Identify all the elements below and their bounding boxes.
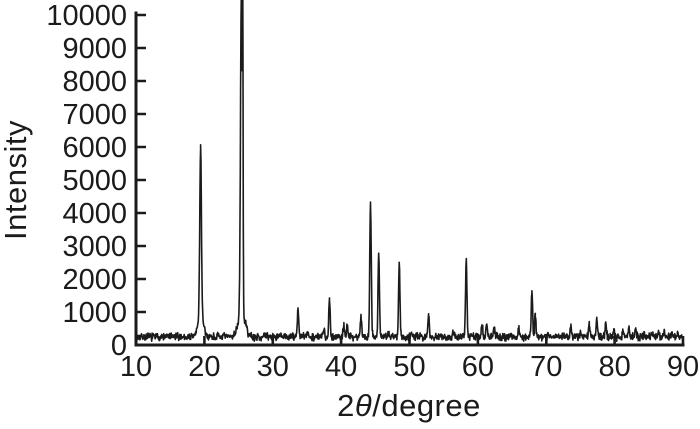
x-tick-label: 30 bbox=[257, 351, 289, 383]
x-axis-title: 2θ/degree bbox=[337, 388, 481, 424]
y-tick-label: 0 bbox=[111, 330, 127, 362]
x-tick-label: 70 bbox=[530, 351, 562, 383]
x-tick-label: 60 bbox=[462, 351, 494, 383]
x-tick-label: 40 bbox=[325, 351, 357, 383]
tick-label-layer: 10 20 30 40 50 60 70 80 90 0100020003000400050006… bbox=[46, 0, 699, 383]
axes-layer bbox=[134, 11, 685, 347]
xrd-trace bbox=[135, 0, 684, 343]
x-axis-title-suffix: /degree bbox=[372, 388, 481, 423]
x-tick-label: 10 bbox=[120, 351, 152, 383]
x-tick-label: 90 bbox=[667, 351, 699, 383]
y-tick-label: 10000 bbox=[46, 0, 127, 32]
y-tick-label: 9000 bbox=[62, 33, 127, 65]
x-tick-label: 20 bbox=[188, 351, 220, 383]
y-tick-label: 3000 bbox=[62, 231, 127, 263]
theta-symbol: θ bbox=[354, 388, 373, 423]
axis-ticks bbox=[134, 13, 685, 347]
x-axis-title-prefix: 2 bbox=[337, 388, 355, 423]
y-tick-label: 5000 bbox=[62, 165, 127, 197]
y-axis-title: Intensity bbox=[0, 120, 34, 240]
y-tick-label: 4000 bbox=[62, 198, 127, 230]
x-tick-label: 50 bbox=[393, 351, 425, 383]
x-tick-label: 80 bbox=[598, 351, 630, 383]
y-tick-label: 8000 bbox=[62, 66, 127, 98]
y-axis-title-text: Intensity bbox=[0, 120, 33, 240]
y-tick-label: 7000 bbox=[62, 99, 127, 131]
y-tick-label: 2000 bbox=[62, 264, 127, 296]
y-tick-label: 1000 bbox=[62, 297, 127, 329]
y-tick-label: 6000 bbox=[62, 132, 127, 164]
trace-layer bbox=[135, 0, 684, 343]
axis-lines bbox=[134, 11, 685, 347]
